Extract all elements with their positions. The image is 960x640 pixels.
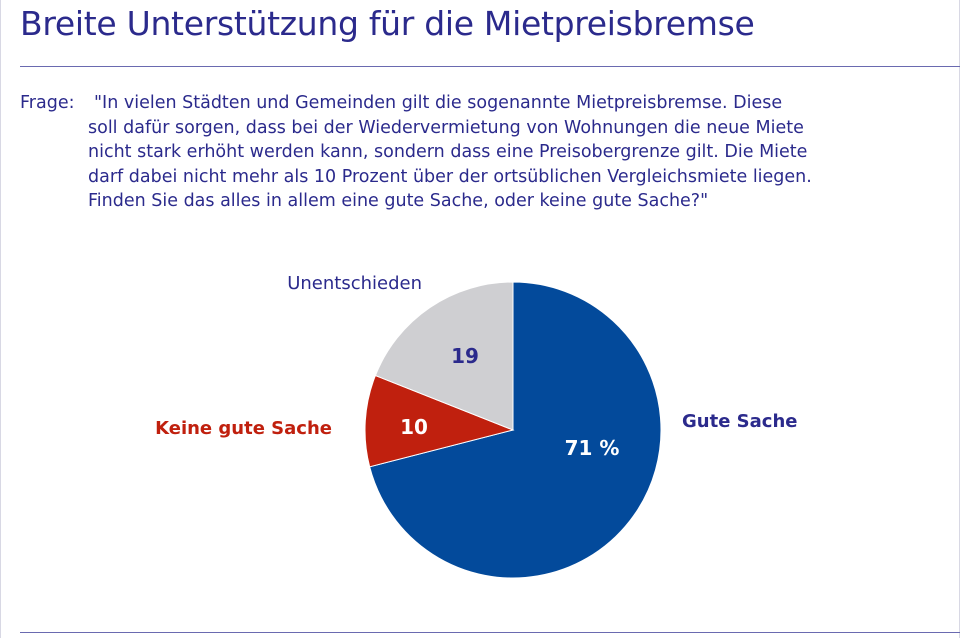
question-block: Frage: "In vielen Städten und Gemeinden … xyxy=(20,91,920,214)
title-divider xyxy=(20,66,960,67)
page-title: Breite Unterstützung für die Mietpreisbr… xyxy=(20,4,755,43)
question-label: Frage: xyxy=(20,93,75,113)
category-label: Keine gute Sache xyxy=(155,418,332,439)
question-line: "In vielen Städten und Gemeinden gilt di… xyxy=(94,93,783,113)
bottom-divider xyxy=(20,632,960,633)
question-line: nicht stark erhöht werden kann, sondern … xyxy=(88,142,808,162)
data-label: 10 xyxy=(400,415,428,439)
category-label: Gute Sache xyxy=(682,411,797,432)
pie-slice-keine-gute-sache xyxy=(364,374,515,468)
question-text: "In vielen Städten und Gemeinden gilt di… xyxy=(20,91,920,214)
pie-slice-gute-sache xyxy=(369,281,662,579)
question-line: soll dafür sorgen, dass bei der Wiederve… xyxy=(88,117,804,138)
question-line: darf dabei nicht mehr als 10 Prozent übe… xyxy=(88,166,812,187)
category-label: Unentschieden xyxy=(287,273,422,294)
data-label: 19 xyxy=(451,344,479,368)
data-label: 71 % xyxy=(565,436,620,460)
pie-slice-unentschieden xyxy=(374,281,514,431)
question-line: Finden Sie das alles in allem eine gute … xyxy=(88,191,709,211)
